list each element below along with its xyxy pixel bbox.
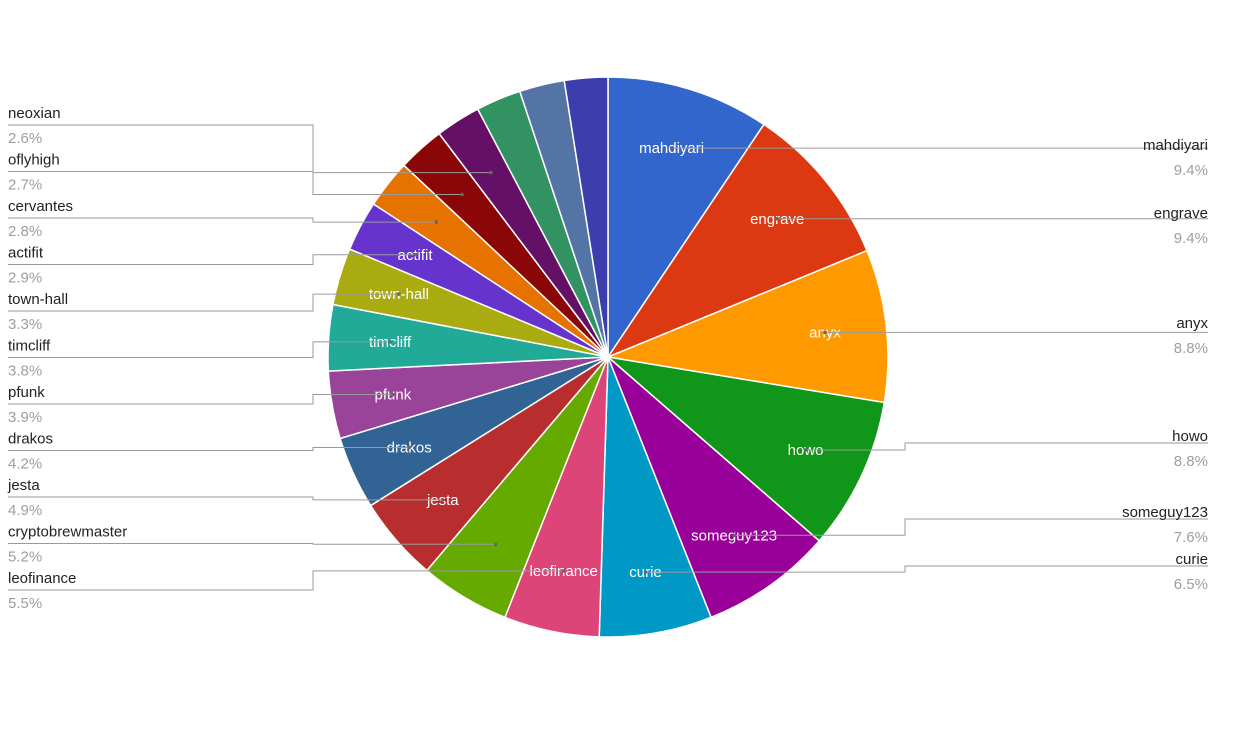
callout-name-cryptobrewmaster: cryptobrewmaster: [8, 524, 127, 541]
leader-line-timcliff: [8, 341, 391, 358]
callout-percent-timcliff: 3.8%: [8, 363, 42, 380]
callout-name-actifit: actifit: [8, 245, 44, 262]
callout-percent-town-hall: 3.3%: [8, 316, 42, 333]
callout-name-curie: curie: [1175, 551, 1208, 568]
leader-line-neoxian: [8, 124, 491, 174]
leader-line-pfunk: [8, 394, 393, 405]
pie-slices: [327, 76, 889, 638]
callout-name-oflyhigh: oflyhigh: [8, 152, 60, 169]
callout-name-timcliff: timcliff: [8, 338, 51, 355]
callout-name-pfunk: pfunk: [8, 384, 45, 401]
leader-line-cervantes: [8, 217, 437, 223]
callout-percent-engrave: 9.4%: [1174, 230, 1208, 247]
callout-percent-someguy123: 7.6%: [1174, 529, 1208, 546]
callout-name-howo: howo: [1172, 428, 1208, 445]
leader-dot-cryptobrewmaster: [493, 542, 498, 547]
callout-name-cervantes: cervantes: [8, 198, 73, 215]
callout-labels: mahdiyari 9.4% engrave 9.4% anyx 8.8% howo 8.8%…: [7, 105, 1208, 612]
callout-name-jesta: jesta: [7, 477, 40, 494]
leader-line-leofinance: [8, 570, 564, 591]
leader-line-jesta: [8, 496, 443, 501]
leader-dot-jesta: [441, 498, 445, 502]
leader-dot-howo: [803, 448, 808, 452]
leader-line-actifit: [8, 254, 415, 265]
leader-line-howo: [805, 442, 1208, 451]
callout-percent-drakos: 4.2%: [8, 456, 42, 473]
callout-percent-curie: 6.5%: [1174, 576, 1208, 593]
callout-name-someguy123: someguy123: [1122, 504, 1208, 521]
callout-percent-leofinance: 5.5%: [8, 595, 42, 612]
callout-name-leofinance: leofinance: [8, 570, 76, 587]
callout-percent-mahdiyari: 9.4%: [1174, 162, 1208, 179]
pie-slice-anyx: [605, 249, 889, 404]
leader-dot-mahdiyari: [669, 146, 674, 150]
leader-line-drakos: [8, 447, 410, 451]
leader-line-curie: [645, 565, 1208, 573]
pie-slice-curie: [598, 356, 713, 638]
callout-percent-actifit: 2.9%: [8, 270, 42, 287]
pie-slice-mahdiyari: [607, 76, 765, 360]
callout-percent-pfunk: 3.9%: [8, 409, 42, 426]
leader-dot-cervantes: [434, 220, 439, 224]
callout-name-town-hall: town-hall: [8, 291, 68, 308]
leader-dot-pfunk: [391, 392, 395, 397]
callout-percent-howo: 8.8%: [1174, 453, 1208, 470]
callout-name-engrave: engrave: [1154, 205, 1208, 222]
callout-percent-neoxian: 2.6%: [8, 130, 42, 147]
callout-percent-cervantes: 2.8%: [8, 223, 42, 240]
leader-line-cryptobrewmaster: [8, 543, 496, 545]
leader-dot-timcliff: [388, 340, 392, 344]
callout-name-mahdiyari: mahdiyari: [1143, 137, 1208, 154]
pie-slice-howo: [605, 355, 886, 542]
pie-slice-unlabeled-19: [563, 76, 609, 358]
leader-lines: [8, 124, 1208, 591]
callout-name-neoxian: neoxian: [8, 105, 61, 122]
callout-percent-oflyhigh: 2.7%: [8, 177, 42, 194]
pie-slice-engrave: [606, 123, 868, 359]
leader-dot-curie: [643, 570, 648, 574]
callout-name-anyx: anyx: [1176, 315, 1208, 332]
leader-line-town-hall: [8, 293, 399, 312]
callout-percent-anyx: 8.8%: [1174, 340, 1208, 357]
callout-name-drakos: drakos: [8, 431, 53, 448]
leader-dot-anyx: [823, 330, 827, 335]
leader-dot-oflyhigh: [460, 192, 464, 197]
leader-line-oflyhigh: [8, 171, 462, 195]
leader-dot-actifit: [413, 253, 417, 257]
leader-dot-leofinance: [561, 569, 566, 573]
leader-dot-drakos: [407, 445, 412, 450]
leader-dot-neoxian: [489, 170, 493, 175]
leader-dot-town-hall: [397, 292, 401, 296]
pie-slice-someguy123: [607, 356, 821, 619]
leader-dot-engrave: [775, 217, 779, 221]
leader-dot-someguy123: [732, 533, 736, 538]
callout-percent-jesta: 4.9%: [8, 502, 42, 519]
leader-line-someguy123: [734, 518, 1208, 536]
callout-percent-cryptobrewmaster: 5.2%: [8, 549, 42, 566]
